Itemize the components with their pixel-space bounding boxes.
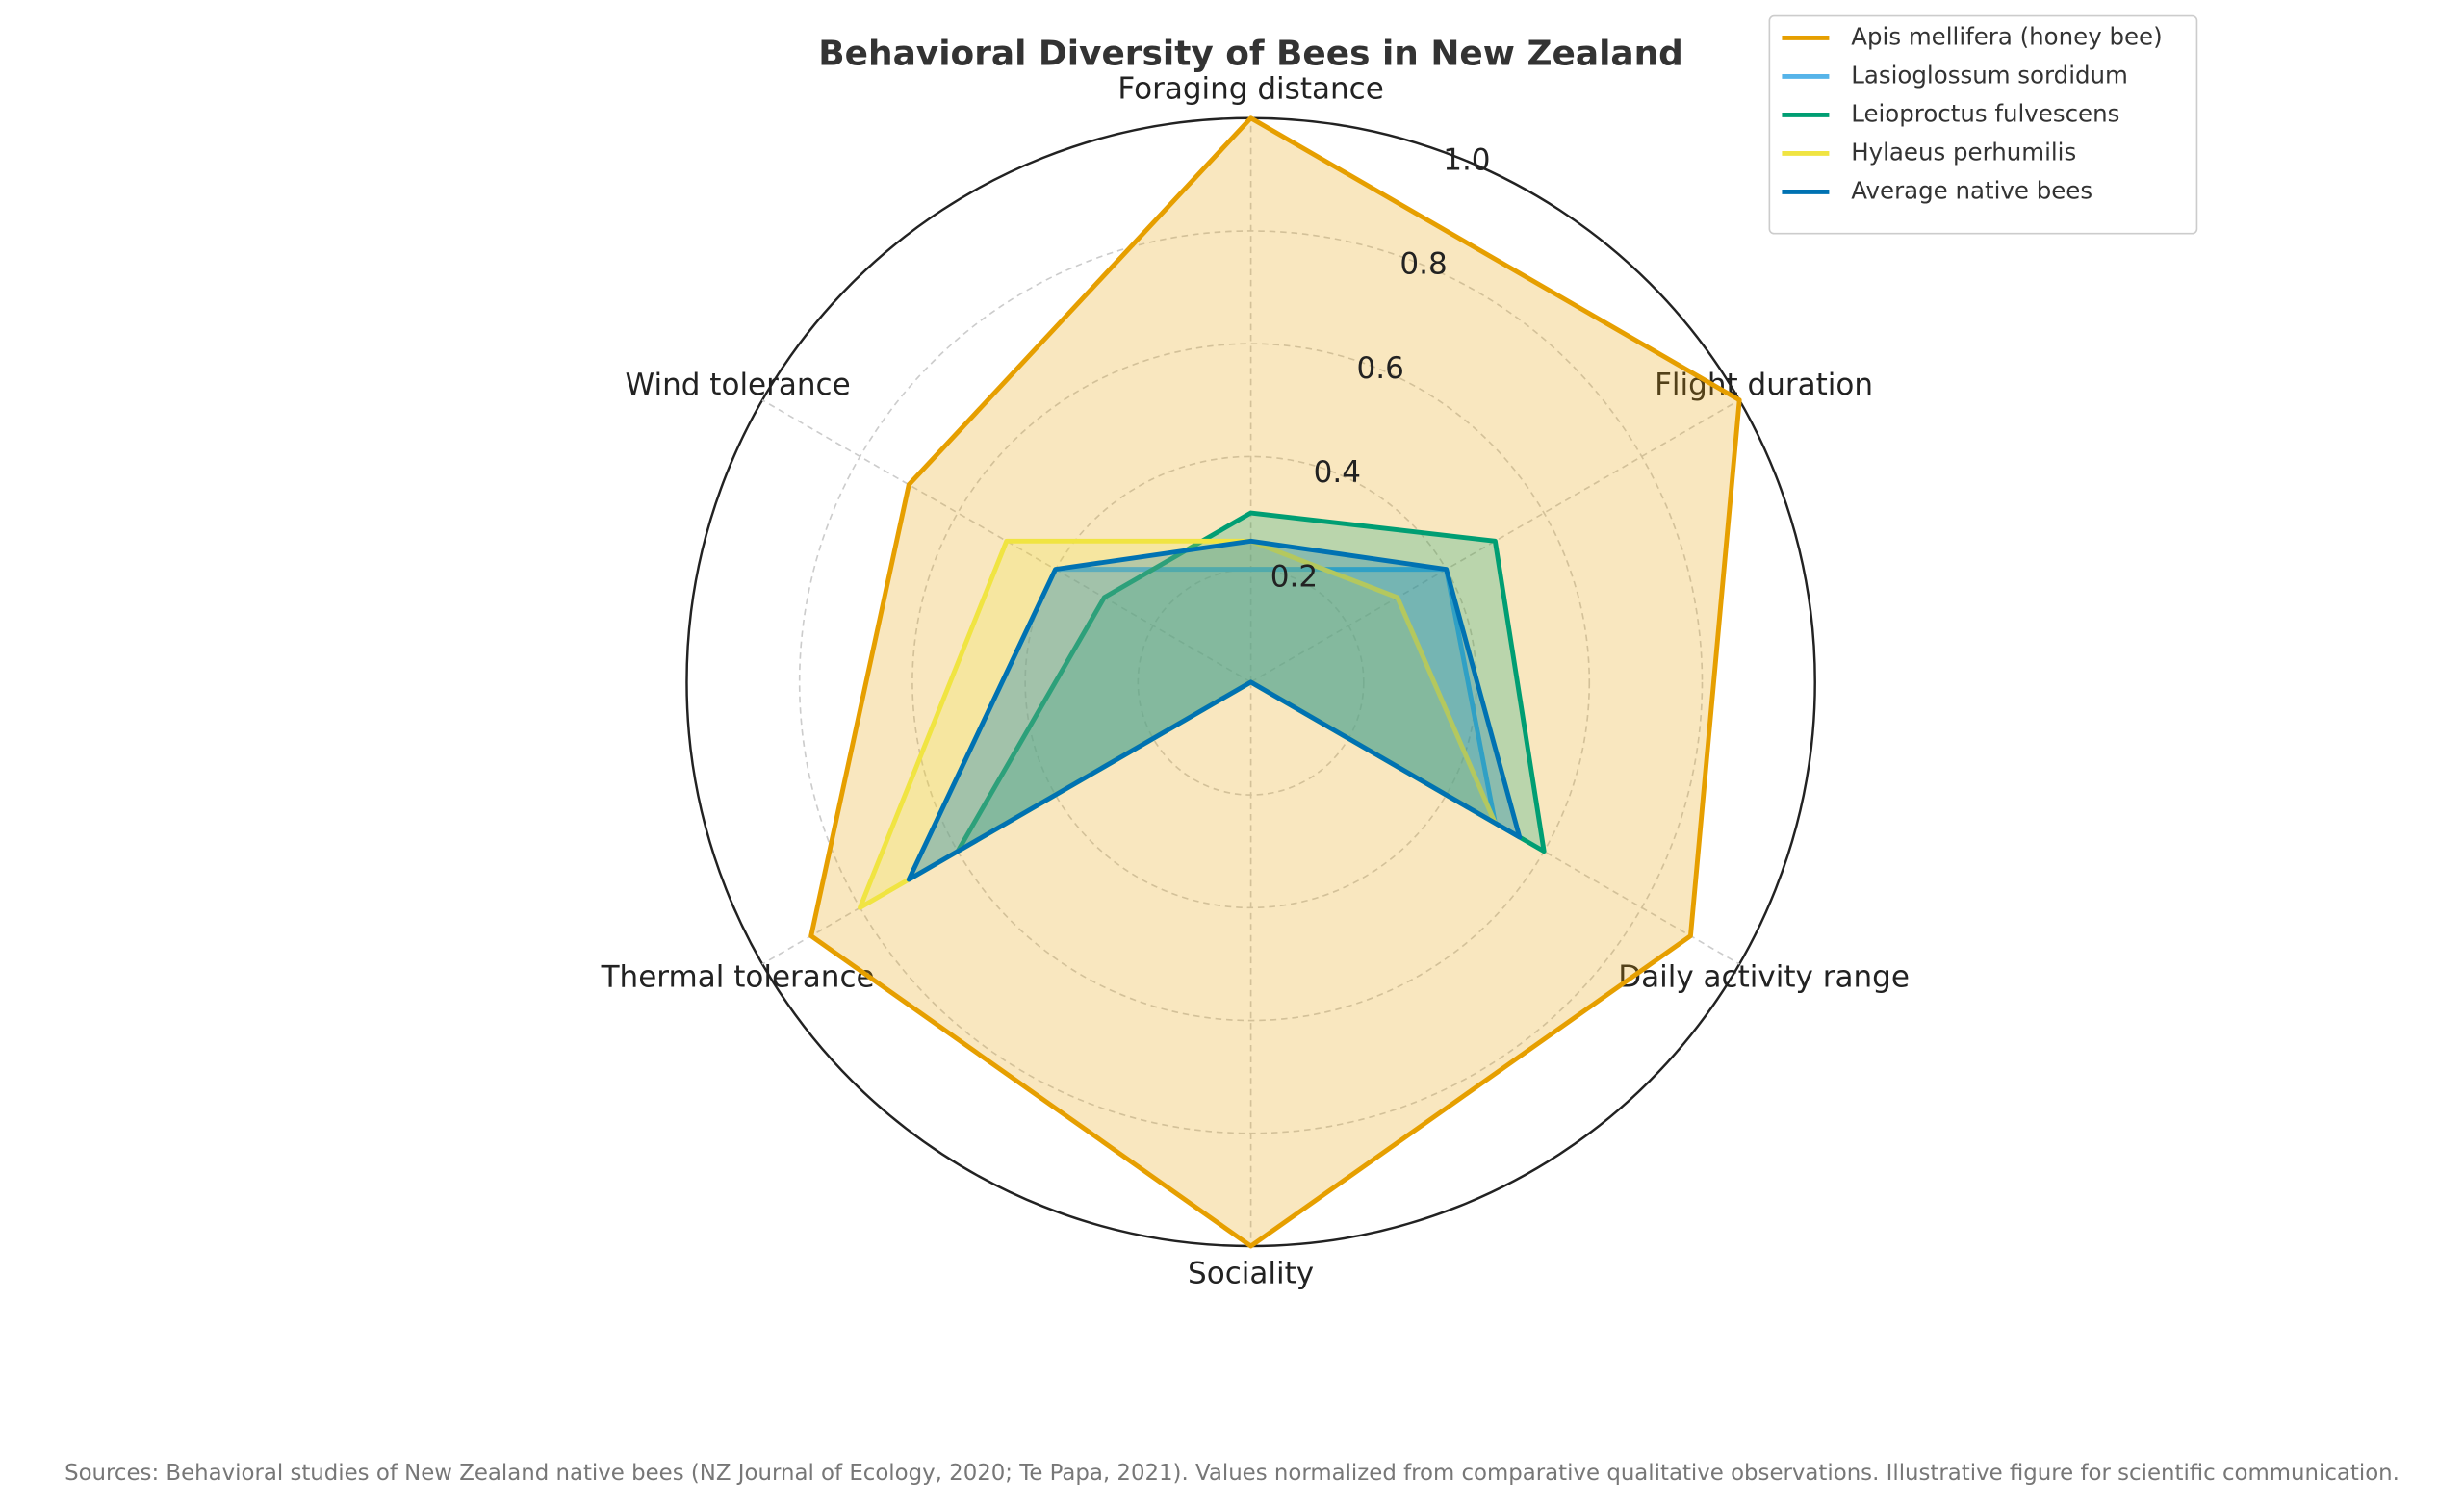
r-tick-label: 0.8 [1399, 247, 1447, 282]
axis-label: Wind tolerance [626, 368, 851, 402]
r-tick-label: 0.6 [1357, 351, 1404, 386]
series-line [808, 115, 1742, 1249]
r-tick-label: 0.2 [1270, 560, 1318, 595]
grid-circle [911, 343, 1591, 1022]
axis-label: Sociality [1188, 1256, 1314, 1290]
legend-label: Apis mellifera (honey bee) [1851, 22, 2162, 50]
legend-box [1768, 14, 2198, 235]
chart-title: Behavioral Diversity of Bees in New Zeal… [818, 34, 1683, 73]
r-tick-label: 0.4 [1314, 455, 1361, 490]
series-area [810, 117, 1740, 1246]
series-area [909, 569, 1496, 879]
legend-label: Leioproctus fulvescens [1851, 99, 2119, 127]
axis-label: Daily activity range [1618, 960, 1910, 995]
legend-label: Lasioglossum sordidum [1851, 61, 2128, 89]
series-line [906, 538, 1523, 882]
legend-label: Hylaeus perhumilis [1851, 138, 2076, 166]
legend-label: Average native bees [1851, 176, 2092, 204]
series-area [909, 541, 1520, 879]
axis-label: Foraging distance [1117, 71, 1383, 106]
footnote: Sources: Behavioral studies of New Zeala… [64, 1461, 2400, 1486]
series-area [860, 541, 1496, 908]
r-tick-label: 1.0 [1443, 142, 1490, 177]
spoke [1250, 399, 1740, 683]
axis-label: Thermal tolerance [601, 960, 875, 995]
spoke [761, 399, 1252, 683]
